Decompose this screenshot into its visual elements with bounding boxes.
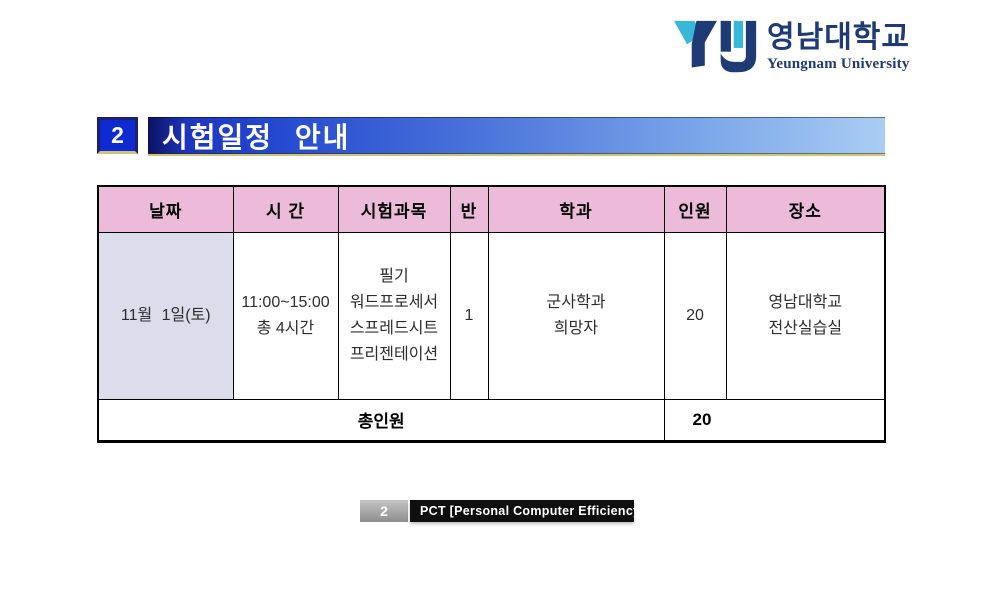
table-row: 11월 1일(토) 11:00~15:00 총 4시간 필기 워드프로세서 스프… (97, 231, 886, 400)
department-line: 군사학과 (546, 293, 606, 311)
cell-time: 11:00~15:00 총 4시간 (232, 231, 339, 400)
department-line: 희망자 (553, 319, 599, 337)
subject-line: 스프레드시트 (349, 319, 439, 337)
yu-logo-icon (674, 20, 757, 73)
location-line: 전산실습실 (768, 319, 843, 337)
table-header-row: 날짜 시 간 시험과목 반 학과 인원 장소 (97, 185, 886, 233)
cell-location: 영남대학교 전산실습실 (725, 231, 886, 400)
col-header-class: 반 (449, 185, 489, 233)
subject-line: 워드프로세서 (349, 293, 439, 311)
page-footer-label: PCT [Personal Computer Efficiency Test] (410, 500, 674, 522)
col-header-location: 장소 (725, 185, 886, 233)
table-total-row: 총인원 20 (97, 398, 886, 442)
subject-line: 프리젠테이션 (349, 345, 439, 363)
total-label: 총인원 (97, 398, 665, 442)
total-value: 20 (663, 398, 886, 442)
cell-count: 20 (663, 231, 727, 400)
col-header-department: 학과 (487, 185, 665, 233)
cell-department: 군사학과 희망자 (487, 231, 665, 400)
section-number-badge: 2 (97, 117, 138, 154)
time-line: 11:00~15:00 (241, 293, 330, 311)
location-line: 영남대학교 (768, 293, 843, 311)
section-title: 시험일정 안내 (162, 121, 351, 153)
cell-class: 1 (449, 231, 489, 400)
col-header-time: 시 간 (232, 185, 339, 233)
col-header-date: 날짜 (97, 185, 234, 233)
subject-line: 필기 (379, 267, 409, 285)
page-number-badge: 2 (360, 500, 408, 522)
cell-subjects: 필기 워드프로세서 스프레드시트 프리젠테이션 (337, 231, 451, 400)
university-name-english: Yeungnam University (767, 55, 910, 72)
cell-date: 11월 1일(토) (97, 231, 234, 400)
university-name-korean: 영남대학교 (767, 20, 910, 54)
col-header-count: 인원 (663, 185, 727, 233)
university-logo: 영남대학교 Yeungnam University (674, 18, 910, 76)
exam-schedule-table: 날짜 시 간 시험과목 반 학과 인원 장소 11월 1일(토) 11:00~1… (97, 185, 886, 443)
col-header-subjects: 시험과목 (337, 185, 451, 233)
section-title-bar: 시험일정 안내 (148, 117, 885, 154)
university-logo-text: 영남대학교 Yeungnam University (767, 21, 910, 74)
time-line: 총 4시간 (256, 319, 315, 337)
